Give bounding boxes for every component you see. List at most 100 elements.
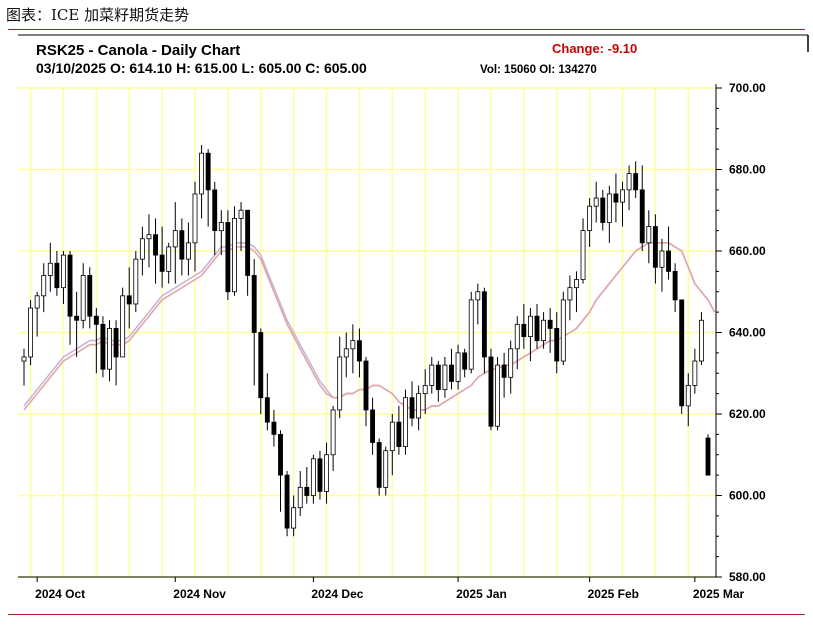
volume-readout: Vol: 15060 OI: 134270 [480,64,597,76]
candle-body [343,348,349,358]
candle-body [350,340,356,350]
candle-body [541,319,547,342]
candle-body [159,254,165,272]
candle-body [534,315,540,342]
candle-body [28,307,34,358]
candle-body [429,364,435,386]
candle-body [264,397,270,423]
candle-body [626,173,632,191]
candle-body [481,291,487,358]
y-tick-label: 640.00 [729,326,766,340]
candle-body [107,328,112,370]
candle-body [251,275,257,333]
candle-body [383,450,389,488]
candle-body [547,319,553,329]
candle-body [238,209,244,219]
candle-body [310,458,316,496]
candle-body [93,315,99,325]
candle-body [685,385,691,407]
candle-body [120,295,126,358]
ma_b-line [23,242,716,411]
candle-body [212,189,218,232]
x-tick-label: 2025 Jan [456,587,507,601]
figure-caption: 图表：ICE 加菜籽期货走势 [6,6,190,24]
axis-layer: 700.00 680.00 660.00 640.00 620.00 600.00 580.… [18,81,766,601]
candle-body [495,364,500,427]
candle-body [54,262,60,289]
candle-body [587,205,593,232]
chart-title: RSK25 - Canola - Daily Chart [36,42,240,59]
candlestick-layer [21,145,711,537]
candle-body [376,442,382,488]
candle-body [442,364,448,390]
candle-body [508,348,514,378]
candle-body [284,474,290,529]
candle-body [560,299,566,362]
candle-body [205,152,211,191]
candle-body [521,323,527,337]
candle-body [41,275,47,297]
candle-body [666,250,671,272]
candle-body [271,421,277,435]
candle-body [633,173,639,191]
candle-body [606,193,612,223]
candle-body [600,197,606,223]
candle-body [435,364,441,390]
candle-body [705,437,711,476]
candle-body [232,217,237,293]
ohlc-readout: 03/10/2025 O: 614.10 H: 615.00 L: 605.00… [36,60,367,76]
candle-body [475,291,481,301]
candle-body [225,222,231,293]
y-tick-label: 700.00 [729,81,766,95]
candle-body [297,486,303,509]
candle-body [527,315,533,337]
candle-body [462,352,468,370]
candle-body [698,319,704,362]
y-tick-label: 660.00 [729,244,766,258]
candle-body [455,352,461,382]
x-tick-label: 2025 Mar [693,587,745,601]
y-tick-label: 600.00 [729,489,766,503]
candle-body [620,189,625,203]
change-readout: Change: -9.10 [552,41,637,56]
candle-body [488,356,494,427]
candle-body [61,254,66,289]
bottom-rule [8,614,805,615]
candle-body [613,193,619,203]
candle-body [409,397,415,419]
moving-average-layer [23,242,716,411]
candle-body [356,340,362,362]
candle-body [646,226,652,244]
candle-body [363,360,369,411]
y-tick-label: 680.00 [729,163,766,177]
candle-body [304,486,310,496]
y-tick-label: 620.00 [729,407,766,421]
candle-body [422,385,428,395]
candle-body [153,234,158,256]
candle-body [74,315,80,321]
candle-body [567,287,573,301]
candle-body [692,360,698,386]
candle-body [324,454,329,492]
x-tick-label: 2024 Oct [35,587,85,601]
candle-body [416,393,422,419]
ma_a-line [23,242,716,411]
candle-body [317,458,323,492]
caption-rule [8,29,805,30]
candle-body [639,189,645,244]
candle-body [199,152,205,195]
candle-body [672,270,678,301]
y-tick-label: 580.00 [729,570,766,584]
candle-body [449,364,454,382]
candle-body [396,421,402,447]
candle-body [218,222,224,232]
candle-body [258,332,264,399]
grid-layer [18,87,716,578]
candle-body [87,275,93,317]
candle-body [652,226,658,268]
candle-body [679,299,685,407]
candle-body [172,230,178,248]
candle-body [139,238,145,260]
candle-body [166,246,172,272]
candle-body [100,323,106,370]
